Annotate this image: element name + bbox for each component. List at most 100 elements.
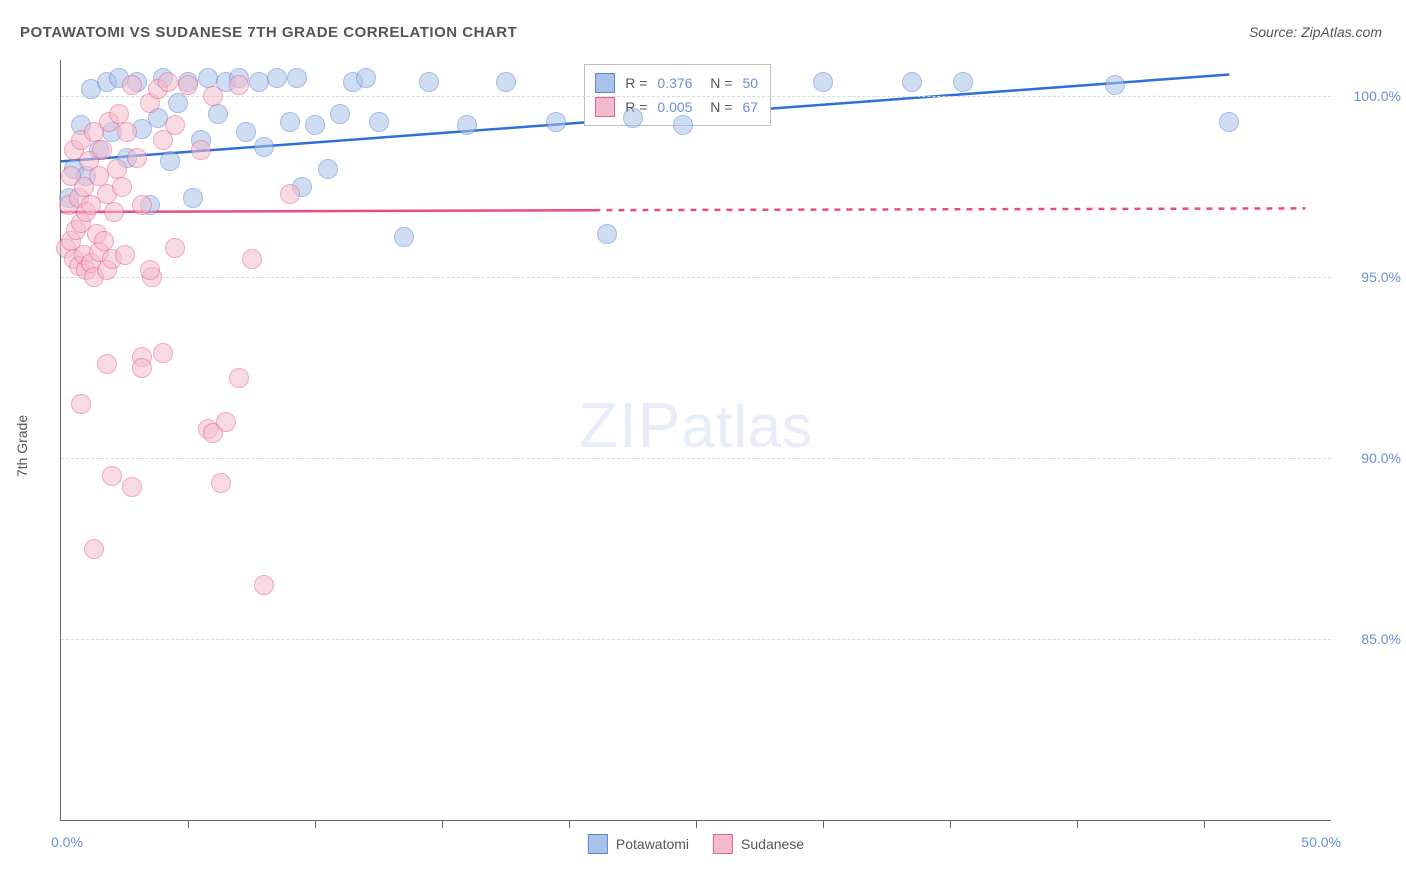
x-tick: [696, 820, 697, 828]
bottom-legend: Potawatomi Sudanese: [588, 834, 804, 854]
x-tick: [823, 820, 824, 828]
stats-legend-row: R = 0.376 N = 50: [595, 71, 758, 95]
data-point: [457, 115, 477, 135]
data-point: [356, 68, 376, 88]
legend-label: Sudanese: [741, 836, 804, 852]
data-point: [140, 260, 160, 280]
watermark-atlas: atlas: [681, 393, 813, 460]
data-point: [84, 539, 104, 559]
stat-n-label: N =: [702, 99, 732, 115]
x-tick: [950, 820, 951, 828]
y-axis-title: 7th Grade: [14, 415, 30, 477]
data-point: [394, 227, 414, 247]
gridline: [61, 639, 1331, 640]
y-tick-label: 100.0%: [1341, 88, 1401, 104]
data-point: [597, 224, 617, 244]
data-point: [115, 245, 135, 265]
legend-item: Sudanese: [713, 834, 804, 854]
stat-n-value: 50: [742, 75, 758, 91]
data-point: [546, 112, 566, 132]
data-point: [122, 477, 142, 497]
data-point: [813, 72, 833, 92]
watermark-zip: ZIP: [579, 389, 682, 461]
data-point: [242, 249, 262, 269]
data-point: [280, 184, 300, 204]
data-point: [229, 75, 249, 95]
data-point: [109, 104, 129, 124]
x-tick: [188, 820, 189, 828]
x-tick: [1204, 820, 1205, 828]
data-point: [168, 93, 188, 113]
data-point: [160, 151, 180, 171]
data-point: [369, 112, 389, 132]
x-tick: [1077, 820, 1078, 828]
data-point: [71, 394, 91, 414]
x-tick: [569, 820, 570, 828]
data-point: [1105, 75, 1125, 95]
data-point: [249, 72, 269, 92]
stat-r-label: R =: [625, 75, 647, 91]
data-point: [178, 75, 198, 95]
x-tick: [315, 820, 316, 828]
data-point: [267, 68, 287, 88]
chart-source: Source: ZipAtlas.com: [1249, 24, 1382, 40]
data-point: [305, 115, 325, 135]
data-point: [902, 72, 922, 92]
data-point: [318, 159, 338, 179]
data-point: [191, 140, 211, 160]
legend-label: Potawatomi: [616, 836, 689, 852]
data-point: [203, 86, 223, 106]
data-point: [122, 75, 142, 95]
y-tick-label: 95.0%: [1341, 269, 1401, 285]
trend-lines: [61, 60, 1331, 820]
data-point: [211, 473, 231, 493]
data-point: [236, 122, 256, 142]
x-tick: [442, 820, 443, 828]
data-point: [97, 354, 117, 374]
data-point: [254, 575, 274, 595]
data-point: [198, 68, 218, 88]
x-axis-label-min: 0.0%: [51, 834, 83, 850]
stat-r-value: 0.376: [657, 75, 692, 91]
data-point: [117, 122, 137, 142]
legend-swatch: [588, 834, 608, 854]
data-point: [280, 112, 300, 132]
data-point: [216, 412, 236, 432]
gridline: [61, 277, 1331, 278]
data-point: [107, 159, 127, 179]
legend-swatch: [595, 97, 615, 117]
data-point: [953, 72, 973, 92]
data-point: [132, 358, 152, 378]
stats-legend-row: R =0.005 N =67: [595, 95, 758, 119]
data-point: [104, 202, 124, 222]
data-point: [208, 104, 228, 124]
x-axis-label-max: 50.0%: [1301, 834, 1341, 850]
data-point: [153, 343, 173, 363]
y-tick-label: 90.0%: [1341, 450, 1401, 466]
data-point: [419, 72, 439, 92]
plot-area: ZIPatlas R =0.376 N =50R =0.005 N =67 Po…: [60, 60, 1331, 821]
stat-n-label: N =: [702, 75, 732, 91]
data-point: [165, 115, 185, 135]
data-point: [112, 177, 132, 197]
data-point: [183, 188, 203, 208]
y-tick-label: 85.0%: [1341, 631, 1401, 647]
watermark: ZIPatlas: [579, 388, 813, 462]
data-point: [102, 466, 122, 486]
legend-swatch: [713, 834, 733, 854]
legend-swatch: [595, 73, 615, 93]
gridline: [61, 96, 1331, 97]
data-point: [165, 238, 185, 258]
data-point: [496, 72, 516, 92]
data-point: [229, 368, 249, 388]
data-point: [623, 108, 643, 128]
gridline: [61, 458, 1331, 459]
data-point: [127, 148, 147, 168]
data-point: [94, 231, 114, 251]
data-point: [673, 115, 693, 135]
chart-title: POTAWATOMI VS SUDANESE 7TH GRADE CORRELA…: [20, 24, 517, 41]
data-point: [1219, 112, 1239, 132]
data-point: [330, 104, 350, 124]
data-point: [287, 68, 307, 88]
data-point: [92, 140, 112, 160]
